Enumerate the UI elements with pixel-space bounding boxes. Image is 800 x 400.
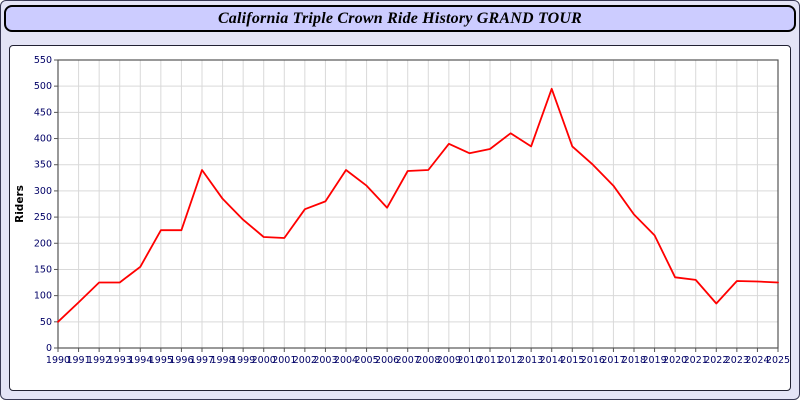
x-tick-label: 1994 — [128, 355, 152, 366]
y-tick-label: 500 — [34, 81, 52, 92]
y-tick-label: 100 — [34, 291, 52, 302]
y-tick-label: 50 — [40, 317, 52, 328]
x-tick-label: 2006 — [375, 355, 399, 366]
x-tick-label: 2011 — [478, 355, 502, 366]
y-tick-label: 150 — [34, 264, 52, 275]
x-tick-label: 1991 — [66, 355, 90, 366]
x-tick-label: 2009 — [437, 355, 461, 366]
x-tick-label: 2021 — [684, 355, 708, 366]
x-tick-label: 2007 — [396, 355, 420, 366]
x-tick-label: 2004 — [334, 355, 358, 366]
x-tick-label: 2017 — [601, 355, 625, 366]
y-tick-label: 200 — [34, 238, 52, 249]
plot-frame — [57, 59, 779, 349]
x-tick-label: 2018 — [622, 355, 646, 366]
y-tick-label: 550 — [34, 55, 52, 66]
x-tick-label: 2008 — [416, 355, 440, 366]
x-tick-label: 2015 — [560, 355, 584, 366]
riders-line-chart: 0501001502002503003504004505005501990199… — [12, 48, 790, 386]
x-tick-label: 2001 — [272, 355, 296, 366]
x-tick-label: 2024 — [745, 355, 769, 366]
x-tick-label: 2025 — [766, 355, 790, 366]
x-tick-label: 2020 — [663, 355, 687, 366]
x-tick-label: 1996 — [169, 355, 193, 366]
chart-title-bar: California Triple Crown Ride History GRA… — [4, 5, 796, 32]
x-tick-label: 2016 — [581, 355, 605, 366]
riders-series-line — [57, 87, 779, 323]
x-tick-label: 2014 — [540, 355, 564, 366]
y-tick-label: 0 — [46, 343, 52, 354]
x-tick-label: 2023 — [725, 355, 749, 366]
x-tick-label: 2019 — [642, 355, 666, 366]
chart-panel: 0 50 100 150 200 250 300 350 400 450 500 550 1990 199… — [9, 45, 791, 391]
x-tick-label: 2003 — [313, 355, 337, 366]
x-tick-label: 1998 — [210, 355, 234, 366]
y-tick-label: 300 — [34, 186, 52, 197]
y-tick-label: 350 — [34, 160, 52, 171]
x-tick-label: 2002 — [293, 355, 317, 366]
x-tick-label: 1992 — [87, 355, 111, 366]
y-tick-label: 400 — [34, 134, 52, 145]
x-tick-label: 1993 — [108, 355, 132, 366]
x-tick-label: 1999 — [231, 355, 255, 366]
x-tick-label: 2013 — [519, 355, 543, 366]
chart-title: California Triple Crown Ride History GRA… — [217, 9, 583, 27]
x-tick-label: 2012 — [498, 355, 522, 366]
x-tick-label: 1990 — [46, 355, 70, 366]
y-tick-label: 450 — [34, 107, 52, 118]
x-tick-label: 2000 — [252, 355, 276, 366]
x-tick-label: 1995 — [149, 355, 173, 366]
y-axis-label: Riders — [14, 185, 26, 223]
x-tick-label: 2005 — [354, 355, 378, 366]
x-tick-label: 2022 — [704, 355, 728, 366]
x-tick-label: 2010 — [457, 355, 481, 366]
y-tick-label: 250 — [34, 212, 52, 223]
x-tick-label: 1997 — [190, 355, 214, 366]
